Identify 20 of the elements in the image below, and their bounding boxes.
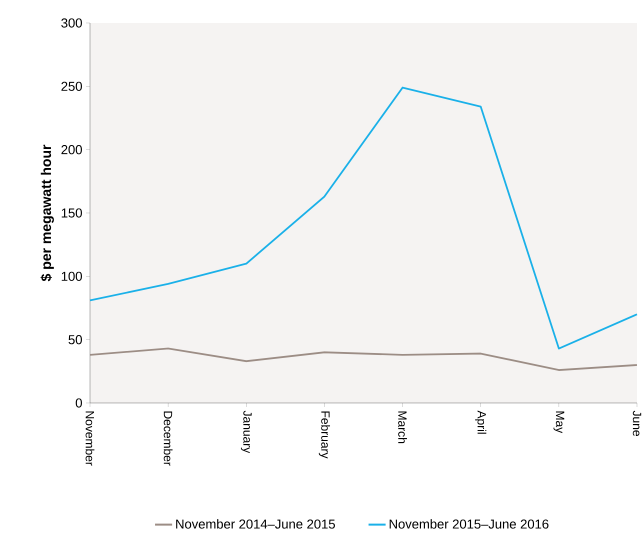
x-tick-label: December	[164, 412, 173, 466]
y-tick-label: 150	[62, 208, 82, 218]
x-tick-label: November	[86, 412, 94, 466]
legend-label: November 2014–June 2015	[176, 519, 335, 529]
y-tick-label: 100	[62, 272, 82, 281]
y-tick-label: 0	[76, 398, 82, 408]
x-tick-label: May	[553, 412, 564, 434]
x-tick-label: April	[475, 410, 486, 434]
y-tick-label: 250	[61, 82, 82, 91]
x-tick-label: June	[632, 410, 642, 436]
y-tick-label: 300	[61, 18, 82, 28]
line-series	[89, 348, 638, 371]
y-axis-title: $ per megawatt hour	[40, 144, 54, 282]
x-tick-label: January	[240, 410, 252, 454]
x-tick-label: March	[398, 412, 407, 444]
y-tick-label: 50	[68, 335, 82, 344]
x-tick-label: February	[318, 412, 330, 459]
legend-label: November 2015–June 2016	[390, 519, 548, 529]
y-tick-label: 200	[61, 145, 82, 154]
line-series	[89, 86, 638, 350]
